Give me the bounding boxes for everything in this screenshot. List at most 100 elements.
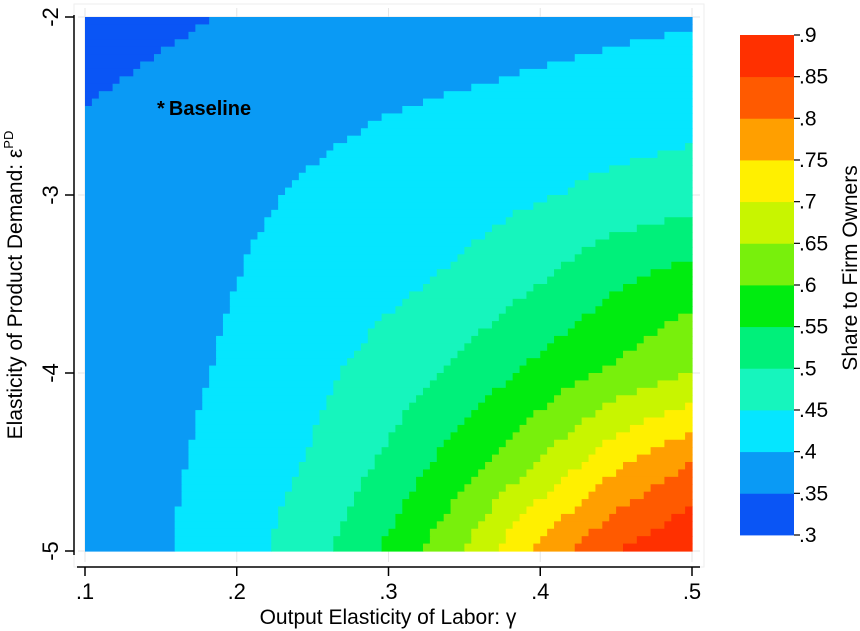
- contour-cell: [305, 454, 376, 463]
- colorbar-band: [740, 160, 794, 203]
- contour-cell: [678, 313, 693, 322]
- contour-cell: [333, 380, 431, 389]
- contour-cell: [664, 217, 693, 226]
- contour-cell: [416, 484, 465, 493]
- contour-cell: [381, 543, 424, 552]
- contour-cell: [574, 543, 624, 552]
- contour-cell: [616, 506, 686, 515]
- contour-cell: [271, 543, 334, 552]
- contour-cell: [195, 424, 314, 433]
- contour-cell: [588, 491, 645, 500]
- contour-cell: [85, 254, 245, 263]
- contour-cell: [91, 98, 424, 107]
- contour-cell: [85, 491, 183, 500]
- contour-cell: [85, 217, 265, 226]
- contour-cell: [85, 157, 321, 166]
- contour-cell: [112, 83, 472, 92]
- contour-cell: [264, 217, 507, 226]
- contour-cell: [85, 350, 217, 359]
- contour-cell: [85, 447, 190, 456]
- contour-cell: [153, 54, 576, 63]
- contour-cell: [85, 128, 362, 137]
- contour-cell: [485, 395, 555, 404]
- contour-cell: [450, 432, 514, 441]
- contour-cell: [312, 439, 390, 448]
- contour-cell: [395, 521, 438, 530]
- contour-cell: [188, 31, 666, 40]
- contour-cell: [588, 373, 679, 382]
- x-tick-label: .3: [379, 579, 397, 604]
- contour-cell: [526, 358, 617, 367]
- contour-cell: [457, 254, 576, 263]
- contour-cell: [402, 298, 514, 307]
- contour-cell: [457, 424, 521, 433]
- contour-cell: [498, 447, 548, 456]
- contour-cell: [554, 335, 645, 344]
- contour-cell: [623, 350, 693, 359]
- contour-cell: [636, 343, 693, 352]
- contour-cell: [85, 499, 183, 508]
- contour-cell: [416, 395, 486, 404]
- contour-cell: [85, 417, 196, 426]
- contour-cell: [278, 195, 548, 204]
- contour-cell: [560, 513, 610, 522]
- contour-cell: [312, 432, 390, 441]
- contour-cell: [636, 387, 693, 396]
- contour-cell: [416, 476, 472, 485]
- contour-cell: [409, 291, 528, 300]
- contour-cell: [395, 424, 459, 433]
- contour-cell: [519, 68, 693, 77]
- contour-cell: [85, 276, 238, 285]
- contour-cell: [229, 298, 403, 307]
- contour-cell: [85, 165, 307, 174]
- colorbar-tick-label: .7: [799, 191, 817, 214]
- contour-cell: [636, 276, 693, 285]
- contour-cell: [547, 491, 590, 500]
- contour-cell: [422, 284, 534, 293]
- y-axis-title: Elasticity of Product Demand: εPD: [1, 131, 27, 440]
- contour-cell: [257, 232, 486, 241]
- contour-cell: [85, 76, 121, 85]
- contour-cell: [567, 187, 693, 196]
- y-ticks: -2 -3 -4 -5: [38, 7, 74, 561]
- contour-cell: [526, 291, 610, 300]
- contour-cell: [540, 350, 624, 359]
- x-ticks: .1 .2 .3 .4 .5: [76, 567, 701, 604]
- contour-cell: [85, 195, 279, 204]
- contour-cell: [602, 439, 666, 448]
- contour-cell: [85, 269, 245, 278]
- contour-cell: [243, 269, 438, 278]
- colorbar-band: [740, 35, 794, 78]
- contour-cell: [140, 61, 548, 70]
- contour-cell: [643, 417, 693, 426]
- contour-cell: [485, 462, 534, 471]
- contour-cell: [505, 439, 555, 448]
- contour-cell: [471, 239, 597, 248]
- contour-cell: [485, 513, 521, 522]
- contour-cell: [374, 321, 493, 330]
- contour-cell: [422, 469, 479, 478]
- contour-cell: [595, 306, 693, 315]
- contour-cell: [574, 254, 693, 263]
- contour-cell: [174, 521, 279, 530]
- contour-cell: [464, 484, 507, 493]
- contour-cell: [271, 209, 514, 218]
- contour-cell: [222, 313, 383, 322]
- contour-cell: [285, 499, 355, 508]
- contour-cell: [512, 209, 693, 218]
- contour-cell: [505, 306, 597, 315]
- contour-cell: [202, 387, 334, 396]
- contour-cell: [471, 410, 534, 419]
- contour-cell: [450, 358, 528, 367]
- contour-cell: [402, 499, 452, 508]
- contour-cell: [567, 328, 659, 337]
- contour-cell: [629, 424, 693, 433]
- colorbar-band: [740, 410, 794, 453]
- contour-cell: [491, 499, 534, 508]
- contour-cell: [195, 417, 321, 426]
- contour-cell: [333, 543, 383, 552]
- contour-cell: [85, 284, 238, 293]
- contour-cell: [574, 180, 693, 189]
- y-tick-label: -4: [38, 363, 63, 383]
